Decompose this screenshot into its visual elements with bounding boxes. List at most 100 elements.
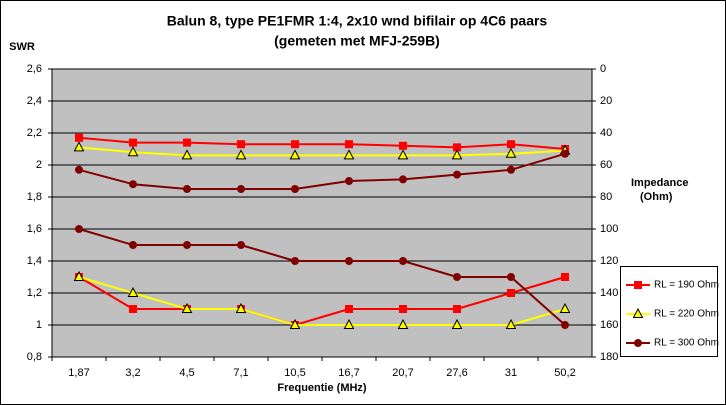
x-tick-label: 31 <box>505 367 517 379</box>
y2-tick-label: 140 <box>600 287 618 299</box>
data-point <box>129 241 137 249</box>
data-point <box>399 305 407 313</box>
y2-tick-label: 160 <box>600 319 618 331</box>
data-point <box>399 175 407 184</box>
data-point <box>559 302 571 313</box>
data-point <box>399 257 407 265</box>
y2-tick-label: 180 <box>600 351 618 363</box>
y2-tick-label: 20 <box>600 95 612 107</box>
y-tick-label: 1,4 <box>27 255 42 267</box>
x-tick-label: 10,5 <box>284 367 305 379</box>
data-point <box>181 302 193 313</box>
data-point <box>75 165 83 174</box>
y-tick-label: 2,2 <box>27 127 42 139</box>
data-point <box>291 185 299 193</box>
data-point <box>75 133 83 142</box>
series-line <box>78 146 566 157</box>
y-tick-label: 2,6 <box>27 63 42 75</box>
y2-tick-label: 100 <box>600 223 618 235</box>
y2-axis-title: Impedance <box>631 177 688 189</box>
data-point <box>343 149 355 160</box>
legend-marker <box>634 281 642 289</box>
data-point <box>505 147 517 158</box>
data-point <box>291 257 299 265</box>
data-point <box>75 225 83 233</box>
data-point <box>183 138 191 147</box>
x-tick-label: 7,1 <box>233 367 248 379</box>
legend-marker <box>634 339 642 347</box>
chart-subtitle: (gemeten met MFJ-259B) <box>274 33 440 49</box>
series-line <box>78 136 566 150</box>
legend-label: RL = 190 Ohm <box>654 280 719 291</box>
data-point <box>561 273 569 281</box>
y-tick-label: 2 <box>36 159 42 171</box>
data-point <box>181 149 193 160</box>
y-tick-label: 1,2 <box>27 287 42 299</box>
y-tick-label: 1,8 <box>27 191 42 203</box>
series-line <box>78 228 566 326</box>
data-point <box>129 138 137 147</box>
y2-tick-label: 0 <box>600 63 606 75</box>
x-tick-label: 50,2 <box>554 367 575 379</box>
x-tick-label: 3,2 <box>125 367 140 379</box>
data-point <box>507 165 515 174</box>
y2-tick-label: 80 <box>600 191 612 203</box>
data-point <box>289 318 301 329</box>
data-point <box>183 185 191 193</box>
data-point <box>345 305 353 313</box>
plot-area <box>51 68 593 358</box>
data-point <box>127 146 139 157</box>
data-point <box>507 140 515 149</box>
x-tick-label: 4,5 <box>179 367 194 379</box>
y2-axis-title: (Ohm) <box>640 191 673 203</box>
y-axis-title: SWR <box>9 41 35 53</box>
data-point <box>345 140 353 149</box>
y2-tick-label: 40 <box>600 127 612 139</box>
legend-label: RL = 220 Ohm <box>654 309 719 320</box>
data-point <box>453 273 461 281</box>
data-point <box>397 149 409 160</box>
data-point <box>345 177 353 185</box>
data-point <box>237 241 245 249</box>
x-tick-label: 16,7 <box>338 367 359 379</box>
series-line <box>78 276 566 326</box>
y-tick-label: 1,6 <box>27 223 42 235</box>
data-point <box>343 318 355 329</box>
data-point <box>453 305 461 313</box>
data-point <box>507 289 515 297</box>
data-point <box>561 149 569 158</box>
data-point <box>289 149 301 160</box>
data-point <box>451 149 463 160</box>
y-tick-label: 0,8 <box>27 351 42 363</box>
data-point <box>129 180 137 189</box>
x-axis-title: Frequentie (MHz) <box>277 382 367 394</box>
series-line <box>78 152 566 190</box>
data-point <box>235 302 247 313</box>
data-point <box>451 318 463 329</box>
x-tick-label: 1,87 <box>68 367 89 379</box>
data-point <box>345 257 353 265</box>
y2-tick-label: 120 <box>600 255 618 267</box>
data-point <box>235 149 247 160</box>
x-tick-label: 20,7 <box>392 367 413 379</box>
data-point <box>507 273 515 281</box>
data-point <box>237 185 245 193</box>
data-point <box>237 140 245 149</box>
data-point <box>453 143 461 152</box>
y-tick-label: 2,4 <box>27 95 42 107</box>
data-point <box>129 305 137 313</box>
data-point <box>399 141 407 150</box>
data-point <box>73 270 85 281</box>
series-line <box>78 276 566 327</box>
data-point <box>291 140 299 149</box>
data-point <box>505 318 517 329</box>
data-point <box>397 318 409 329</box>
legend-marker <box>632 307 644 318</box>
y2-tick-label: 60 <box>600 159 612 171</box>
legend-label: RL = 300 Ohm <box>654 338 719 349</box>
data-point <box>73 141 85 152</box>
data-point <box>561 321 569 329</box>
data-point <box>183 241 191 249</box>
